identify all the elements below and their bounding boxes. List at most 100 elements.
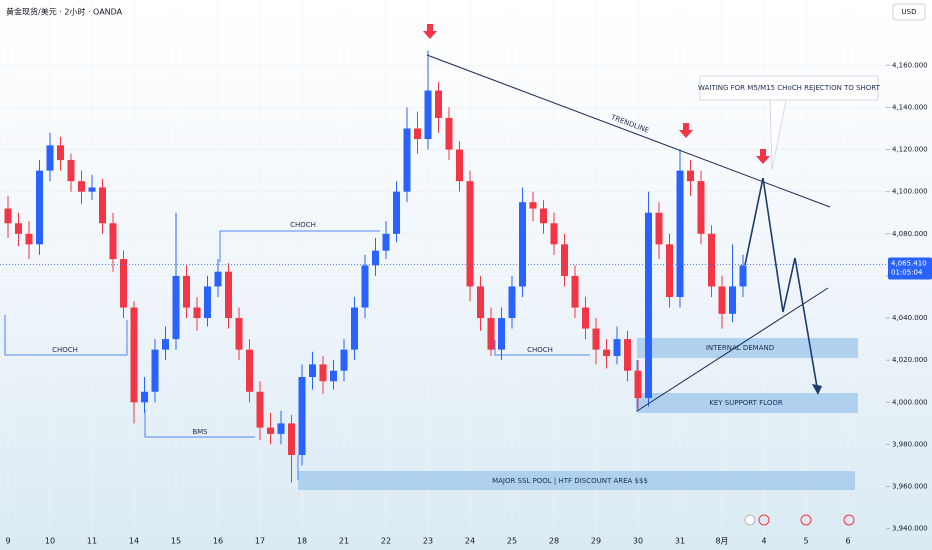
- x-tick-label: 14: [129, 537, 139, 546]
- candle-body: [46, 145, 54, 171]
- annotation: KEY SUPPORT FLOOR: [709, 399, 783, 407]
- x-tick-label: 11: [87, 537, 97, 546]
- candle-body: [393, 191, 400, 234]
- candle-body: [330, 370, 337, 382]
- candle-body: [225, 271, 232, 319]
- annotation: MAJOR SSL POOL | HTF DISCOUNT AREA $$$: [492, 477, 648, 485]
- callout-box: [699, 75, 879, 101]
- candle-body: [529, 202, 537, 209]
- x-tick-label: 24: [465, 537, 475, 546]
- candle-body: [351, 307, 358, 350]
- candle-body: [88, 187, 96, 192]
- candle-body: [120, 259, 127, 308]
- y-tick-label: 4,160.000: [892, 61, 928, 69]
- candle-body: [687, 170, 694, 182]
- currency-box: [892, 3, 926, 21]
- structure-line: [494, 340, 590, 356]
- countdown: 01:05:04: [891, 269, 923, 277]
- candle-body: [508, 286, 516, 319]
- candle-body: [571, 275, 579, 308]
- candle-body: [193, 307, 201, 319]
- currency: USD: [902, 8, 917, 16]
- projection: [744, 177, 819, 394]
- annotation: CHOCH: [290, 221, 316, 229]
- candle-body: [403, 128, 411, 192]
- x-tick-label: 29: [591, 537, 601, 546]
- candle-body: [655, 212, 663, 245]
- x-tick-label: 16: [213, 537, 223, 546]
- candle-body: [624, 339, 631, 371]
- candle-body: [172, 275, 180, 340]
- candle-body: [708, 233, 715, 287]
- candle-body: [466, 181, 474, 287]
- x-tick-label: 5: [803, 537, 808, 546]
- candle-body: [235, 318, 243, 350]
- x-tick-label: 15: [171, 537, 181, 546]
- candle-body: [519, 202, 526, 287]
- last-price-label: 4,065.410: [891, 260, 927, 268]
- y-tick-label: 4,080.000: [892, 230, 928, 238]
- candle-body: [319, 364, 327, 382]
- y-tick-label: 4,020.000: [892, 356, 928, 364]
- candle-body: [561, 244, 568, 276]
- zone: [637, 393, 858, 413]
- candle-body: [214, 271, 222, 287]
- candle-body: [99, 187, 106, 224]
- candle-body: [309, 364, 316, 378]
- annotation: BMS: [192, 428, 208, 436]
- y-tick-label: 4,120.000: [892, 146, 928, 154]
- arrowhead: [812, 384, 822, 395]
- structure-line: [4, 315, 128, 356]
- candle-body: [613, 339, 621, 356]
- x-tick-label: 10: [45, 537, 55, 546]
- chart-title: 黄金现货/美元 · 2小时 · OANDA: [6, 7, 123, 17]
- candle-body: [435, 90, 442, 118]
- x-tick-label: 18: [297, 537, 307, 546]
- candle-body: [697, 181, 705, 234]
- candle-body: [36, 170, 43, 245]
- y-tick-label: 3,980.000: [892, 440, 928, 448]
- annotation: WAITING FOR M5/M15 CHoCH REJECTION TO SH…: [698, 84, 881, 92]
- y-tick-label: 4,100.000: [892, 188, 928, 196]
- candle-body: [109, 223, 117, 260]
- candle-body: [340, 349, 348, 371]
- annotation: CHOCH: [527, 346, 553, 354]
- candle-body: [277, 423, 285, 434]
- candle-body: [288, 423, 295, 455]
- axes: 3,940.000 3,960.000 3,980.000 4,000.000 4,02…: [0, 61, 932, 546]
- candle-body: [4, 208, 12, 224]
- candle-body: [15, 223, 22, 234]
- candle-body: [540, 208, 547, 224]
- x-tick-label: 9: [5, 537, 10, 546]
- annotation: INTERNAL DEMAND: [706, 344, 774, 352]
- event-icons: [744, 514, 855, 526]
- candle-body: [67, 160, 75, 182]
- annotation: CHOCH: [52, 346, 78, 354]
- candle-body: [256, 391, 264, 428]
- candle-body: [78, 181, 85, 192]
- y-tick-label: 3,960.000: [892, 483, 928, 491]
- candle-body: [676, 170, 684, 297]
- arrows: [423, 24, 770, 164]
- candle-body: [739, 265, 747, 287]
- candle-body: [645, 212, 652, 399]
- x-tick-label: 21: [339, 537, 349, 546]
- x-tick-label: 30: [633, 537, 643, 546]
- candle-body: [592, 328, 600, 350]
- candle-body: [130, 307, 138, 403]
- candle-body: [204, 286, 211, 319]
- candle-body: [414, 128, 421, 140]
- x-tick-label: 28: [549, 537, 559, 546]
- candle-body: [582, 307, 589, 329]
- y-tick-label: 4,040.000: [892, 314, 928, 322]
- x-tick-label: 31: [675, 537, 685, 546]
- candle-body: [424, 90, 432, 140]
- x-tick-label: 6: [845, 537, 850, 546]
- x-tick-label: 25: [507, 537, 517, 546]
- structure-line: [219, 230, 380, 262]
- y-tick-label: 4,000.000: [892, 398, 928, 406]
- x-tick-label: 22: [381, 537, 391, 546]
- x-tick-label: 23: [423, 537, 433, 546]
